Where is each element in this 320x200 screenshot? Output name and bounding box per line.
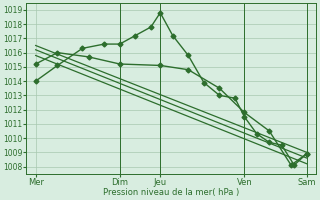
X-axis label: Pression niveau de la mer( hPa ): Pression niveau de la mer( hPa ): [103, 188, 239, 197]
